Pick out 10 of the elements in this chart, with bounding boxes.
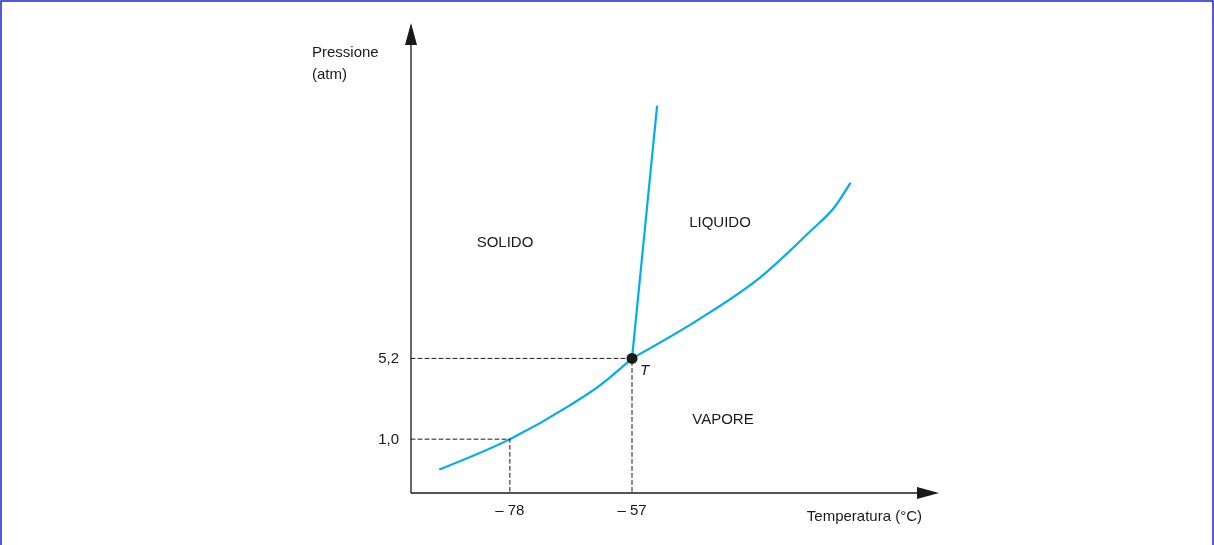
annotation: T: [640, 361, 652, 379]
y-tick-label: 1,0: [378, 430, 399, 448]
y-tick-label: 5,2: [378, 349, 399, 367]
x-tick-label: – 57: [617, 501, 647, 518]
annotation: VAPORE: [692, 410, 754, 427]
annotation: SOLIDO: [476, 233, 534, 250]
x-tick-label: – 78: [495, 501, 525, 518]
y-axis-title: Pressione (atm): [312, 43, 379, 82]
annotation: LIQUIDO: [689, 213, 751, 230]
x-axis-title: Temperatura (°C): [806, 507, 922, 524]
